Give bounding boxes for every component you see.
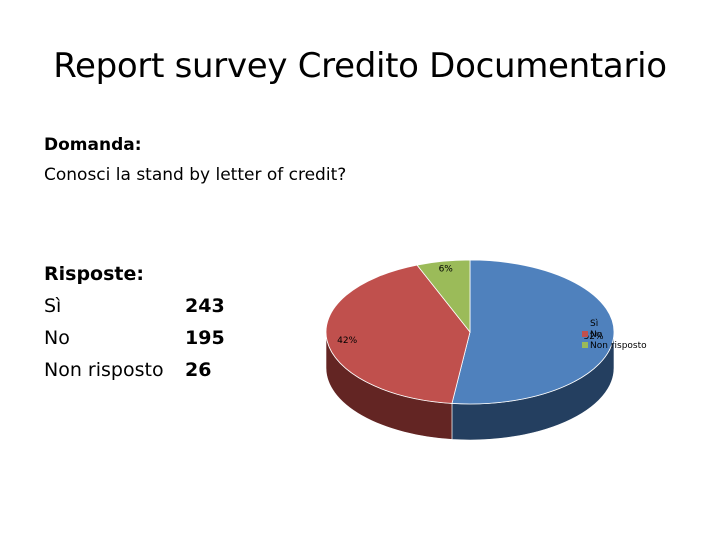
answer-count: 195	[185, 327, 225, 349]
slide-title: Report survey Credito Documentario	[53, 46, 667, 86]
data-label: 42%	[337, 336, 357, 346]
pie-slice	[451, 259, 615, 405]
pie-tops	[325, 259, 615, 405]
answer-name: Non risposto	[44, 359, 164, 381]
legend-swatch	[582, 320, 588, 326]
legend-swatch	[582, 342, 588, 348]
answer-name: No	[44, 327, 70, 349]
pie-slice	[325, 264, 471, 404]
data-label: 52%	[584, 332, 604, 342]
pie-slice	[416, 259, 471, 334]
answer-row-si: Sì 243	[44, 290, 225, 322]
answer-row-no: No 195	[44, 322, 225, 354]
answer-count: 243	[185, 295, 225, 317]
answer-row-non-risposto: Non risposto 26	[44, 354, 225, 386]
data-label: 6%	[439, 264, 454, 274]
answer-name: Sì	[44, 295, 62, 317]
legend-swatch	[582, 331, 588, 337]
answers-label: Risposte:	[44, 263, 144, 285]
answer-count: 26	[185, 359, 212, 381]
answers-block: Risposte: Sì 243 No 195 Non risposto 26	[44, 258, 225, 386]
question-block: Domanda: Conosci la stand by letter of c…	[44, 130, 346, 190]
question-text: Conosci la stand by letter of credit?	[44, 165, 347, 185]
question-label: Domanda:	[44, 135, 142, 155]
legend-label: Non risposto	[590, 341, 647, 351]
legend-label: Sì	[590, 319, 598, 329]
legend-label: No	[590, 330, 603, 340]
